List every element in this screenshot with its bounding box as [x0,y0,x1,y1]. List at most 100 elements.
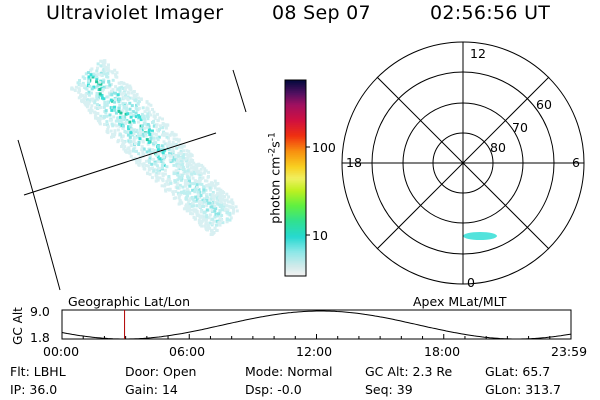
aurora-pixel [126,85,130,89]
aurora-pixel [192,171,196,174]
aurora-pixel [103,72,107,76]
aurora-pixel [189,212,193,216]
aurora-pixel [132,147,136,151]
aurora-pixel [104,66,108,69]
aurora-pixel [167,140,171,144]
colorbar-segment [285,124,306,127]
time-tick-label-3: 18:00 [424,344,461,359]
aurora-pixel [95,77,99,80]
aurora-pixel [114,73,118,77]
colorbar-segment [285,274,306,277]
aurora-pixel [185,189,189,193]
colorbar-segment [285,100,306,103]
colorbar-segment [285,214,306,217]
aurora-pixel [211,203,214,207]
aurora-pixel [154,141,158,145]
aurora-pixel [110,93,114,97]
colorbar-segment [285,246,306,249]
aurora-pixel [202,217,206,221]
aurora-pixel [149,103,153,107]
aurora-pixel [181,168,185,172]
aurora-pixel [123,145,127,149]
colorbar-segment [285,136,306,139]
aurora-pixel [177,152,181,156]
colorbar-segment [285,128,306,131]
aurora-pixel [176,173,180,177]
aurora-pixel [167,142,171,146]
aurora-pixel [215,214,219,218]
aurora-pixel [79,93,83,97]
aurora-pixel [110,82,113,86]
aurora-pixel [95,69,99,73]
aurora-pixel [194,195,198,199]
aurora-pixel [121,87,125,90]
colorbar-segment [285,116,306,119]
colorbar-segment [285,200,306,203]
aurora-pixel [132,149,135,153]
aurora-pixel [224,207,228,211]
aurora-pixel [103,123,106,126]
aurora-pixel [199,171,203,175]
aurora-pixel [152,132,156,136]
aurora-pixel [191,188,195,192]
aurora-pixel [126,130,130,134]
aurora-pixel [104,109,108,113]
aurora-pixel [137,163,141,167]
colorbar-segment [285,270,306,273]
aurora-pixel [185,172,189,176]
aurora-pixel [131,119,135,123]
aurora-pixel [162,123,166,127]
aurora-pixel [215,196,219,200]
aurora-pixel [155,123,159,127]
aurora-pixel [146,117,150,121]
aurora-pixel [120,145,123,148]
aurora-pixel [192,204,196,208]
aurora-pixel [161,161,165,165]
polar-diagonal-2 [376,76,550,250]
aurora-pixel [172,196,176,200]
aurora-pixel [194,163,198,167]
aurora-pixel [99,114,103,118]
aurora-pixel [117,109,121,113]
aurora-pixel [107,91,111,95]
colorbar-segment [285,224,306,227]
aurora-pixel [135,161,139,165]
aurora-pixel [110,122,114,126]
aurora-pixel [182,172,186,175]
colorbar-segment [285,154,306,157]
aurora-pixel [121,127,125,130]
aurora-pixel [102,115,106,118]
aurora-pixel [190,208,194,212]
aurora-pixel [183,191,186,195]
aurora-pixel [138,137,142,141]
colorbar-segment [285,98,306,101]
aurora-pixel [208,201,212,205]
aurora-pixel [198,205,202,209]
aurora-pixel [222,204,226,208]
aurora-pixel [111,133,114,136]
polar-aurora-patch [463,232,497,240]
aurora-pixel [227,204,231,208]
aurora-pixel [125,103,129,107]
aurora-pixel [186,155,190,159]
aurora-pixel [190,172,194,176]
aurora-pixel [169,152,173,156]
aurora-pixel [102,59,106,63]
aurora-pixel [147,110,151,114]
aurora-pixel [170,130,174,134]
aurora-pixel [188,160,192,164]
aurora-pixel [202,188,206,192]
aurora-pixel [96,62,100,66]
aurora-pixel [181,163,185,166]
aurora-pixel [123,88,127,92]
aurora-pixel [183,180,187,184]
altitude-ymin: 1.8 [30,330,50,345]
aurora-pixel [144,132,147,136]
aurora-pixel [215,223,218,227]
aurora-pixel [183,179,187,183]
aurora-pixel [113,68,117,72]
aurora-pixel [213,201,217,205]
aurora-pixel [184,159,188,163]
aurora-pixel [111,134,115,138]
aurora-pixel [205,198,209,202]
